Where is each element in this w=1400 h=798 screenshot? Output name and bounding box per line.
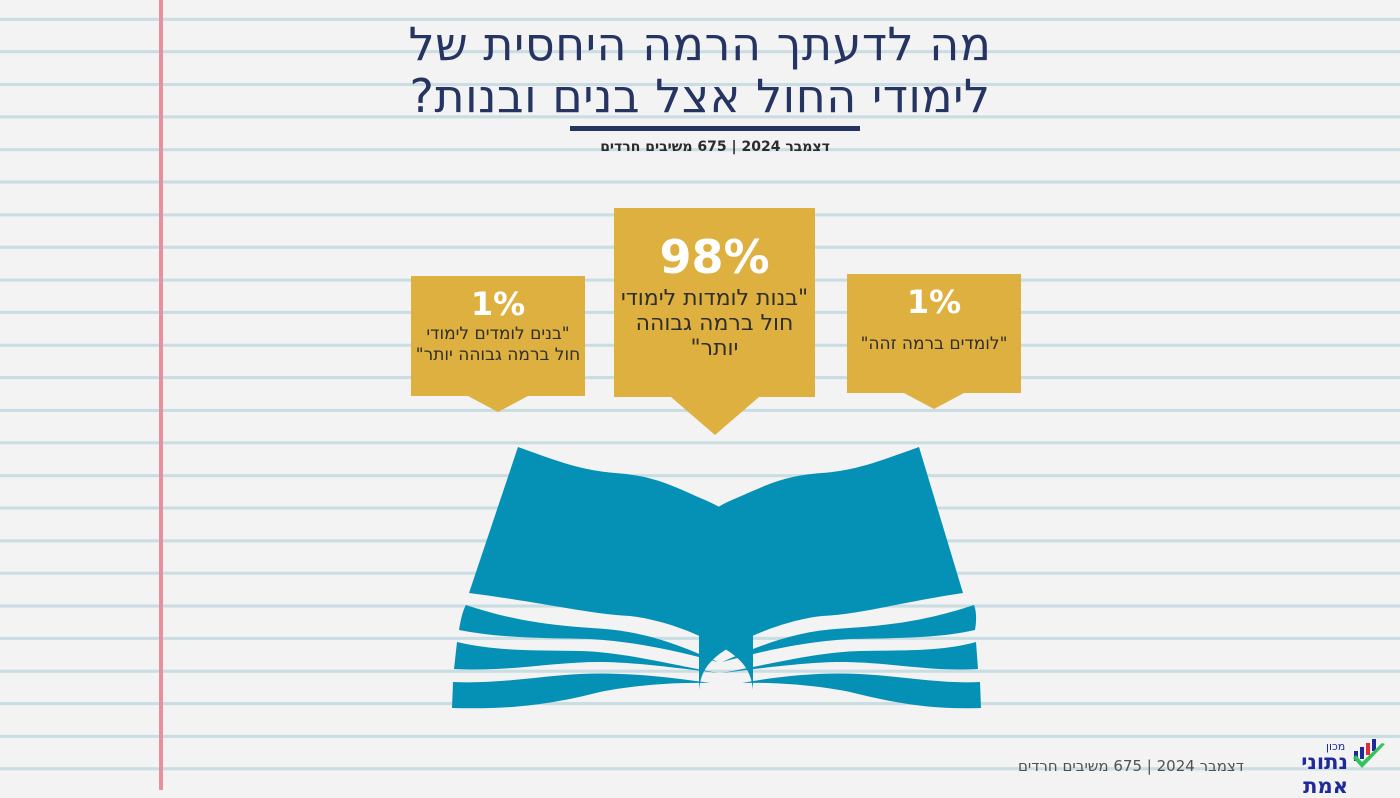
title-line-1: מה לדעתך הרמה היחסית של [408, 17, 992, 71]
bar-chart-check-icon [1353, 739, 1385, 768]
page-title: מה לדעתך הרמה היחסית של לימודי החול אצל … [360, 18, 1040, 122]
footer-source: דצמבר 2024 | 675 משיבים חרדים [1017, 757, 1244, 775]
callout-percent: 1% [470, 285, 526, 323]
organization-logo: מכון נתוני אמת [1258, 738, 1388, 798]
open-book-icon [452, 447, 981, 709]
callout-label: "בנות לומדות לימודי חול ברמה גבוהה יותר" [620, 286, 809, 361]
callout-same-level: 1% "לומדים ברמה זהה" [847, 274, 1021, 393]
callout-label: "לומדים ברמה זהה" [860, 334, 1008, 354]
title-underline [570, 126, 860, 131]
callout-girls-higher: 98% "בנות לומדות לימודי חול ברמה גבוהה י… [614, 208, 815, 397]
callout-boys-higher: 1% "בנים לומדים לימודי חול ברמה גבוהה יו… [411, 276, 585, 396]
logo-small-text: מכון [1326, 740, 1346, 753]
logo-main-text: נתוני אמת [1301, 750, 1348, 798]
callout-percent: 98% [659, 230, 770, 284]
notebook-margin-line [159, 0, 163, 790]
survey-subtitle: דצמבר 2024 | 675 משיבים חרדים [600, 139, 830, 155]
title-line-2: לימודי החול אצל בנים ובנות? [409, 69, 991, 123]
callout-label: "בנים לומדים לימודי חול ברמה גבוהה יותר" [415, 324, 581, 365]
callout-percent: 1% [906, 283, 962, 321]
